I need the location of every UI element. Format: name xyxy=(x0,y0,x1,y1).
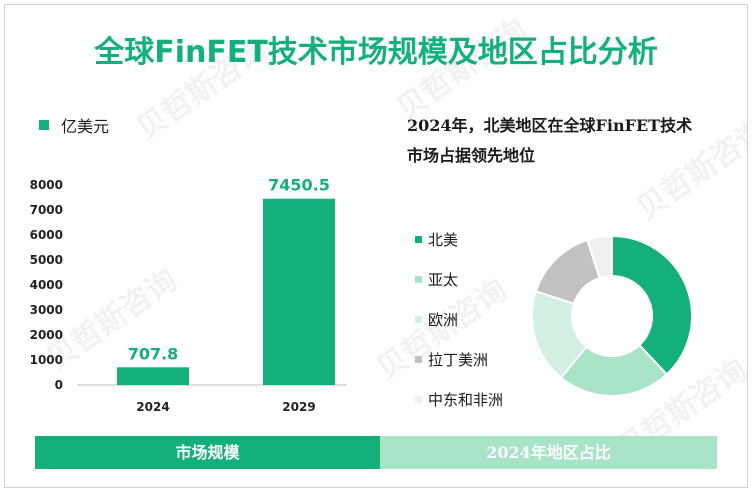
pie-title-line-1: 2024年，北美地区在全球FinFET技术 xyxy=(407,116,693,135)
x-tick-label: 2024 xyxy=(136,400,169,414)
bar-legend-label: 亿美元 xyxy=(61,117,110,136)
y-tick-label: 4000 xyxy=(30,278,63,292)
donut-slice-1 xyxy=(559,343,669,397)
y-tick-label: 0 xyxy=(55,378,63,392)
pie-legend-item: 北美 xyxy=(415,219,503,259)
pie-legend: 北美亚太欧洲拉丁美洲中东和非洲 xyxy=(415,219,503,419)
y-tick-label: 2000 xyxy=(30,328,63,342)
chart-title: 全球FinFET技术市场规模及地区占比分析 xyxy=(94,35,658,70)
pie-title: 2024年，北美地区在全球FinFET技术 市场占据领先地位 xyxy=(407,111,727,171)
donut-slice-0 xyxy=(611,234,693,376)
footer-left: 市场规模 xyxy=(35,436,380,469)
bar-2024 xyxy=(117,367,189,385)
bar-legend: 亿美元 xyxy=(39,113,109,137)
y-tick-label: 6000 xyxy=(30,228,63,242)
pie-legend-label: 中东和非洲 xyxy=(428,390,504,409)
pie-legend-label: 欧洲 xyxy=(428,310,459,329)
pie-legend-swatch xyxy=(415,275,422,283)
pie-legend-item: 欧洲 xyxy=(415,299,503,339)
donut-slice-4 xyxy=(586,234,613,280)
bar-chart: 0 1000 2000 3000 4000 5000 6000 7000 8000 707.8 20… xyxy=(30,176,347,414)
chart-frame: 贝哲斯咨询 贝哲斯咨询 贝哲斯咨询 贝哲斯咨询 贝哲斯咨询 贝哲斯咨询 全球Fi… xyxy=(4,4,748,488)
pie-legend-swatch xyxy=(415,315,422,323)
pie-legend-swatch xyxy=(415,235,422,243)
pie-legend-item: 亚太 xyxy=(415,259,503,299)
y-tick-label: 8000 xyxy=(30,178,63,192)
bar-2029 xyxy=(263,198,335,385)
pie-legend-label: 拉丁美洲 xyxy=(428,350,489,369)
bar-value-label: 7450.5 xyxy=(268,176,330,195)
pie-legend-swatch xyxy=(415,395,422,403)
x-tick-label: 2029 xyxy=(282,400,315,414)
y-tick-label: 7000 xyxy=(30,203,63,217)
donut-chart xyxy=(531,234,693,397)
pie-legend-label: 北美 xyxy=(428,230,459,249)
pie-title-line-2: 市场占据领先地位 xyxy=(407,146,536,165)
pie-legend-swatch xyxy=(415,355,422,363)
bar-legend-swatch xyxy=(39,120,49,130)
pie-legend-item: 中东和非洲 xyxy=(415,379,503,419)
y-tick-label: 1000 xyxy=(30,353,63,367)
y-tick-label: 3000 xyxy=(30,303,63,317)
pie-legend-item: 拉丁美洲 xyxy=(415,339,503,379)
pie-legend-label: 亚太 xyxy=(428,270,459,289)
footer-right: 2024年地区占比 xyxy=(380,436,717,469)
y-tick-label: 5000 xyxy=(30,253,63,267)
bar-value-label: 707.8 xyxy=(128,344,179,363)
